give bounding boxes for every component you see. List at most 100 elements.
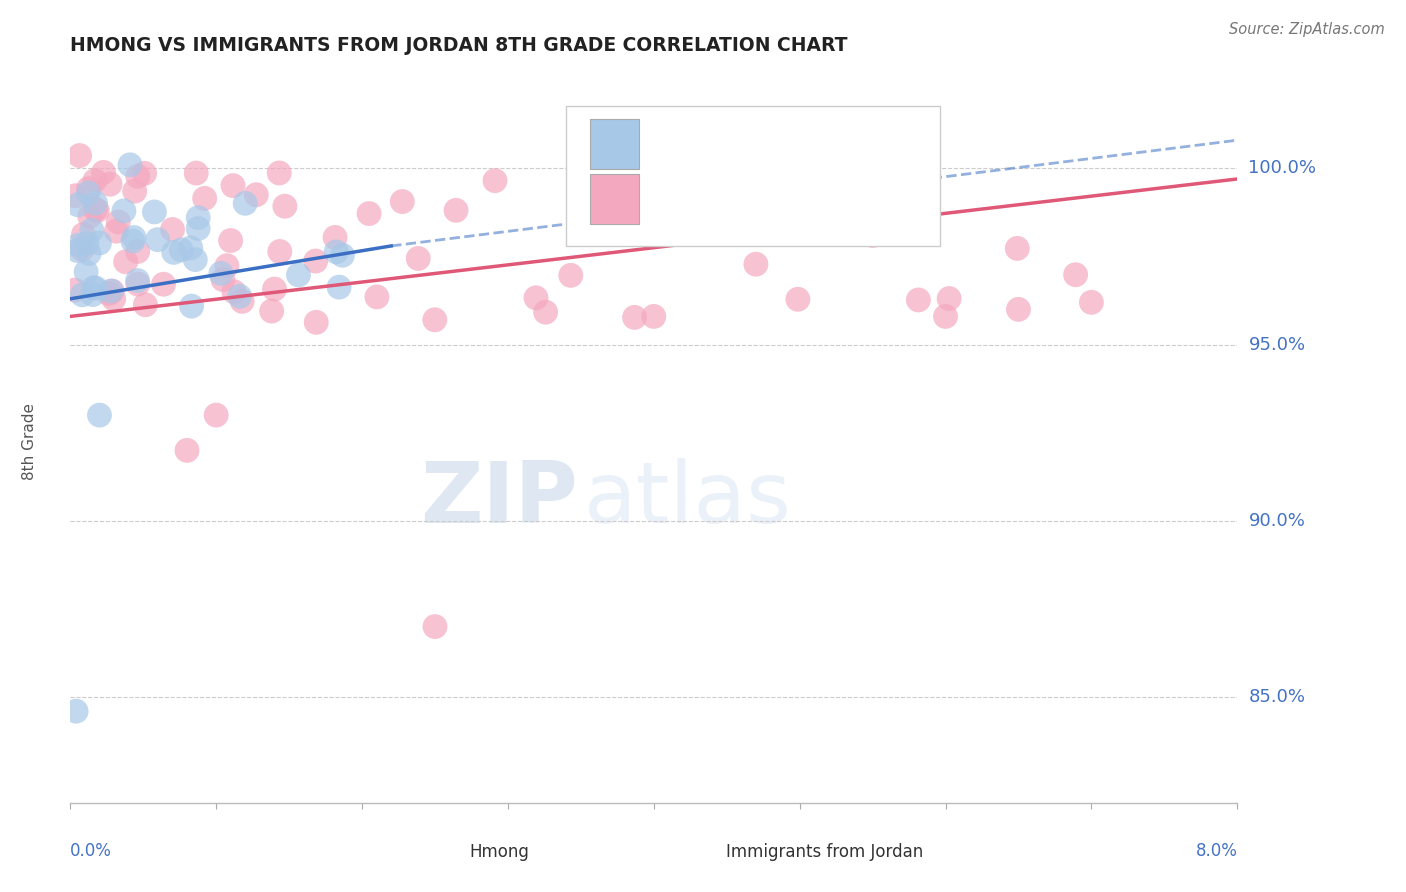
Point [187, 221, 209, 235]
Point [423, 313, 446, 327]
Point [65, 704, 87, 718]
Point [786, 292, 808, 306]
Text: 100.0%: 100.0% [1249, 160, 1316, 178]
Point [101, 284, 124, 298]
Point [76, 236, 98, 251]
Point [152, 277, 174, 292]
Point [66, 244, 89, 258]
Point [84, 202, 107, 217]
Point [84, 173, 107, 187]
Point [89, 235, 111, 250]
Point [79, 210, 101, 224]
Point [75, 265, 97, 279]
Point [70, 243, 93, 257]
Point [263, 282, 285, 296]
Point [103, 292, 125, 306]
Point [219, 234, 242, 248]
Text: 95.0%: 95.0% [1249, 335, 1306, 353]
Point [233, 196, 256, 211]
Point [143, 205, 166, 219]
Point [82, 287, 104, 301]
Point [212, 272, 235, 286]
Point [623, 310, 645, 325]
Point [100, 284, 122, 298]
FancyBboxPatch shape [675, 837, 720, 867]
Point [696, 186, 718, 201]
Point [63, 283, 86, 297]
Point [215, 259, 238, 273]
Point [180, 299, 202, 313]
Point [444, 203, 467, 218]
Point [222, 178, 245, 193]
Point [423, 619, 446, 633]
Point [184, 252, 207, 267]
Point [65, 188, 87, 202]
Point [357, 206, 380, 220]
Text: Source: ZipAtlas.com: Source: ZipAtlas.com [1229, 22, 1385, 37]
Point [560, 268, 582, 283]
Text: Immigrants from Jordan: Immigrants from Jordan [725, 843, 924, 861]
Point [484, 174, 506, 188]
Point [114, 255, 136, 269]
FancyBboxPatch shape [567, 105, 939, 246]
Point [127, 274, 149, 288]
Point [934, 310, 956, 324]
Point [89, 408, 111, 422]
Point [245, 187, 267, 202]
Text: 8th Grade: 8th Grade [22, 403, 37, 480]
Point [269, 166, 291, 180]
Text: R = 0.184: R = 0.184 [657, 190, 755, 209]
Text: 0.0%: 0.0% [70, 842, 112, 860]
Point [907, 293, 929, 307]
Point [269, 244, 291, 259]
Point [72, 287, 94, 301]
Point [107, 215, 129, 229]
Point [93, 165, 115, 179]
Point [163, 245, 186, 260]
Text: 85.0%: 85.0% [1249, 688, 1305, 706]
Point [83, 281, 105, 295]
Point [98, 178, 121, 192]
Text: N = 38: N = 38 [787, 135, 856, 153]
Point [186, 166, 208, 180]
Point [229, 289, 252, 303]
Point [176, 443, 198, 458]
Text: atlas: atlas [583, 458, 792, 541]
Point [323, 230, 346, 244]
Point [84, 196, 107, 211]
Point [77, 186, 100, 200]
Point [187, 211, 209, 225]
Point [332, 248, 354, 262]
Point [305, 315, 328, 329]
Text: Hmong: Hmong [470, 843, 529, 861]
Point [66, 198, 89, 212]
Point [170, 243, 193, 257]
Point [328, 280, 350, 294]
Point [524, 291, 547, 305]
Point [69, 148, 91, 162]
Point [1064, 268, 1087, 282]
Point [209, 266, 232, 280]
FancyBboxPatch shape [589, 175, 638, 224]
Point [127, 277, 149, 291]
Point [124, 184, 146, 198]
Point [366, 290, 388, 304]
Point [86, 203, 108, 218]
Point [122, 234, 145, 248]
Point [1007, 241, 1029, 255]
Point [84, 281, 107, 295]
Point [231, 294, 253, 309]
Point [643, 310, 665, 324]
Point [112, 203, 135, 218]
Point [72, 227, 94, 242]
Point [105, 224, 128, 238]
Point [205, 408, 228, 422]
Point [162, 222, 184, 236]
Point [127, 169, 149, 184]
Point [862, 228, 884, 243]
Text: 8.0%: 8.0% [1195, 842, 1237, 860]
Point [146, 233, 169, 247]
Text: 90.0%: 90.0% [1249, 512, 1305, 530]
Point [67, 238, 90, 252]
Point [127, 244, 149, 259]
